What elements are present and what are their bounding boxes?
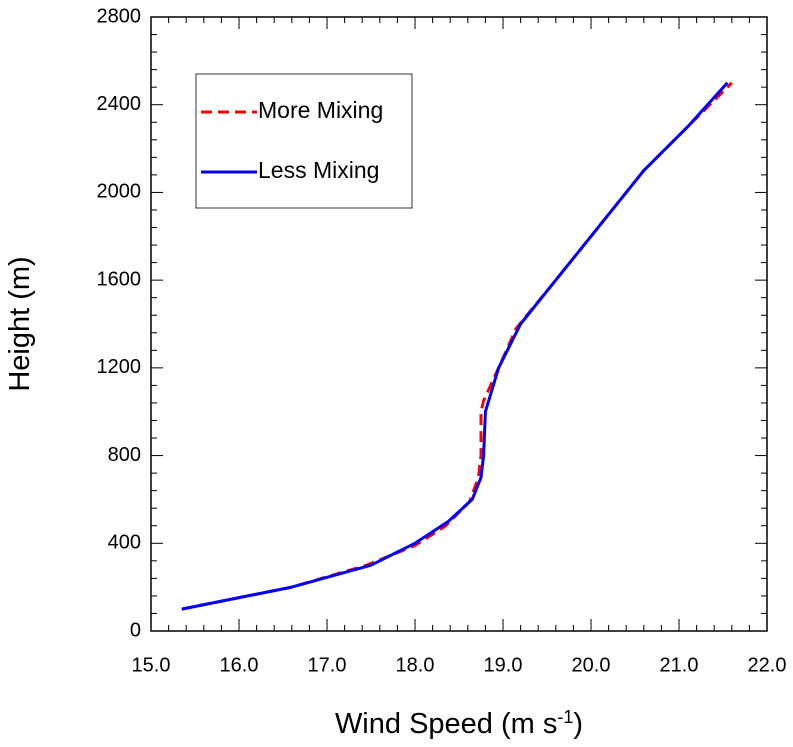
x-tick-label: 20.0 (572, 654, 611, 676)
legend-label-less-mixing: Less Mixing (258, 157, 379, 183)
y-tick-label: 400 (108, 532, 141, 554)
y-tick-label: 800 (108, 444, 141, 466)
legend-label-more-mixing: More Mixing (258, 97, 383, 123)
axis-ticks: 0 400 800 1200 1600 2000 2400 2800 15.0 16.0 17.0 1… (97, 5, 787, 676)
y-tick-label: 0 (130, 619, 141, 641)
y-tick-label: 1200 (97, 356, 142, 378)
plot-frame (150, 16, 768, 632)
x-tick-label: 22.0 (748, 654, 787, 676)
x-tick-label: 16.0 (220, 654, 259, 676)
legend-box (195, 73, 413, 209)
series-lines (181, 81, 733, 611)
y-axis-title: Height (m) (4, 256, 36, 391)
x-axis-title-suffix: ) (573, 708, 583, 740)
x-tick-label: 21.0 (660, 654, 699, 676)
x-tick-label: 17.0 (308, 654, 347, 676)
x-tick-label: 19.0 (484, 654, 523, 676)
x-axis-title-main: Wind Speed (m s (335, 708, 557, 740)
y-tick-label: 1600 (97, 268, 142, 290)
x-tick-label: 18.0 (396, 654, 435, 676)
y-tick-label: 2400 (97, 93, 142, 115)
y-tick-label: 2800 (97, 5, 142, 27)
x-axis-title: Wind Speed (m s-1) (335, 707, 583, 740)
series-line-less-mixing (181, 81, 729, 611)
y-tick-label: 2000 (97, 181, 142, 203)
x-axis-title-exponent: -1 (557, 707, 573, 727)
x-tick-label: 15.0 (132, 654, 171, 676)
legend: More Mixing Less Mixing (195, 73, 413, 209)
